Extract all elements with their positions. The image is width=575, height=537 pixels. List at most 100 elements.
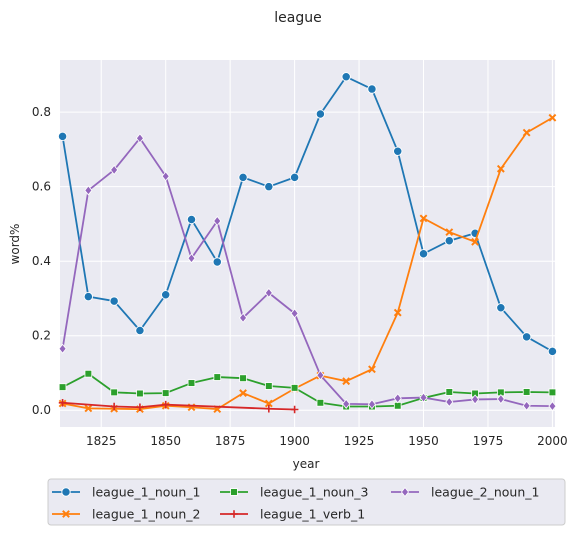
- x-axis-ticks: 1825 1850 1875 1900 1925 1950 1975 2000: [86, 434, 568, 448]
- series-league_1_verb_1: [58, 398, 299, 414]
- data-point: [187, 253, 196, 264]
- legend-item: league_2_noun_1: [391, 485, 539, 500]
- data-point: [315, 109, 326, 119]
- legend-marker: [230, 510, 238, 518]
- legend-label: league_1_noun_3: [260, 485, 368, 500]
- data-point: [290, 384, 299, 392]
- data-point: [547, 346, 558, 357]
- legend-marker: [400, 486, 410, 498]
- data-point: [110, 402, 118, 411]
- data-point: [496, 394, 505, 405]
- data-point: [265, 382, 273, 390]
- data-point: [393, 146, 403, 156]
- data-point: [161, 290, 171, 300]
- x-tick-label: 2000: [537, 434, 568, 448]
- legend-item: league_1_noun_1: [52, 485, 200, 500]
- x-tick-label: 1900: [279, 434, 310, 448]
- data-point: [393, 401, 402, 410]
- data-point: [135, 133, 144, 144]
- data-point: [393, 393, 402, 404]
- data-point: [212, 257, 222, 267]
- data-point: [186, 214, 197, 225]
- data-point: [418, 249, 429, 259]
- data-point: [161, 400, 170, 409]
- data-point: [57, 131, 68, 142]
- chart-title: league: [274, 10, 321, 26]
- data-point: [83, 291, 94, 302]
- y-axis-label: word%: [8, 224, 22, 265]
- data-point: [444, 236, 454, 246]
- legend-frame: [47, 478, 566, 526]
- series-line: [62, 116, 553, 411]
- data-point: [264, 287, 273, 298]
- data-point: [109, 296, 119, 306]
- legend-marker: [62, 510, 70, 518]
- data-point: [471, 237, 479, 246]
- data-point: [445, 228, 454, 237]
- data-point: [84, 369, 93, 378]
- data-point: [522, 388, 531, 396]
- data-point: [367, 399, 376, 410]
- data-point: [136, 389, 144, 398]
- x-tick-label: 1825: [86, 434, 117, 448]
- y-tick-label: 0.4: [32, 254, 51, 268]
- data-point: [187, 379, 196, 387]
- data-point: [289, 172, 300, 183]
- data-point: [445, 388, 454, 396]
- legend-item: league_1_noun_2: [52, 507, 200, 522]
- data-point: [316, 370, 325, 381]
- data-point: [264, 399, 273, 408]
- series-league_2_noun_1: [58, 133, 557, 412]
- data-point: [213, 373, 222, 381]
- data-point: [548, 388, 557, 397]
- data-point: [367, 84, 377, 94]
- x-tick-label: 1975: [473, 434, 504, 448]
- data-point: [264, 182, 274, 192]
- data-point: [496, 303, 506, 313]
- data-point: [342, 398, 351, 409]
- legend-label: league_2_noun_1: [431, 485, 539, 500]
- data-point: [419, 392, 428, 403]
- data-point: [239, 312, 248, 323]
- series-layer: [57, 72, 558, 414]
- y-tick-label: 0.6: [32, 180, 51, 194]
- data-point: [161, 171, 170, 182]
- data-point: [290, 308, 299, 319]
- data-point: [58, 398, 67, 407]
- data-point: [213, 215, 222, 226]
- data-point: [84, 185, 93, 196]
- legend: league_1_noun_1 league_1_noun_2 league_1_n…: [47, 478, 566, 526]
- plot-area: [60, 60, 555, 427]
- data-point: [496, 164, 505, 173]
- data-point: [265, 404, 273, 413]
- data-point: [522, 400, 531, 411]
- data-point: [341, 72, 351, 82]
- legend-label: league_1_noun_1: [92, 485, 200, 500]
- data-point: [522, 128, 531, 137]
- x-tick-label: 1875: [215, 434, 246, 448]
- data-point: [110, 164, 119, 175]
- data-point: [238, 172, 248, 183]
- series-line: [61, 137, 553, 408]
- legend-marker: [230, 488, 238, 496]
- data-point: [521, 332, 532, 342]
- data-point: [290, 405, 299, 414]
- series-league_1_noun_3: [58, 369, 557, 411]
- data-point: [316, 398, 325, 407]
- data-point: [239, 374, 247, 382]
- data-point: [58, 383, 67, 391]
- data-point: [135, 325, 145, 336]
- data-point: [342, 377, 351, 386]
- data-point: [58, 343, 67, 354]
- gridlines: [60, 60, 555, 427]
- y-axis-ticks: 0.0 0.2 0.4 0.6 0.8: [32, 105, 51, 417]
- data-point: [393, 308, 402, 317]
- data-point: [419, 214, 428, 223]
- data-point: [548, 113, 557, 122]
- x-tick-label: 1950: [408, 434, 439, 448]
- y-tick-label: 0.0: [32, 403, 51, 417]
- data-point: [136, 403, 144, 412]
- x-tick-label: 1850: [150, 434, 181, 448]
- legend-label: league_1_noun_2: [92, 507, 200, 522]
